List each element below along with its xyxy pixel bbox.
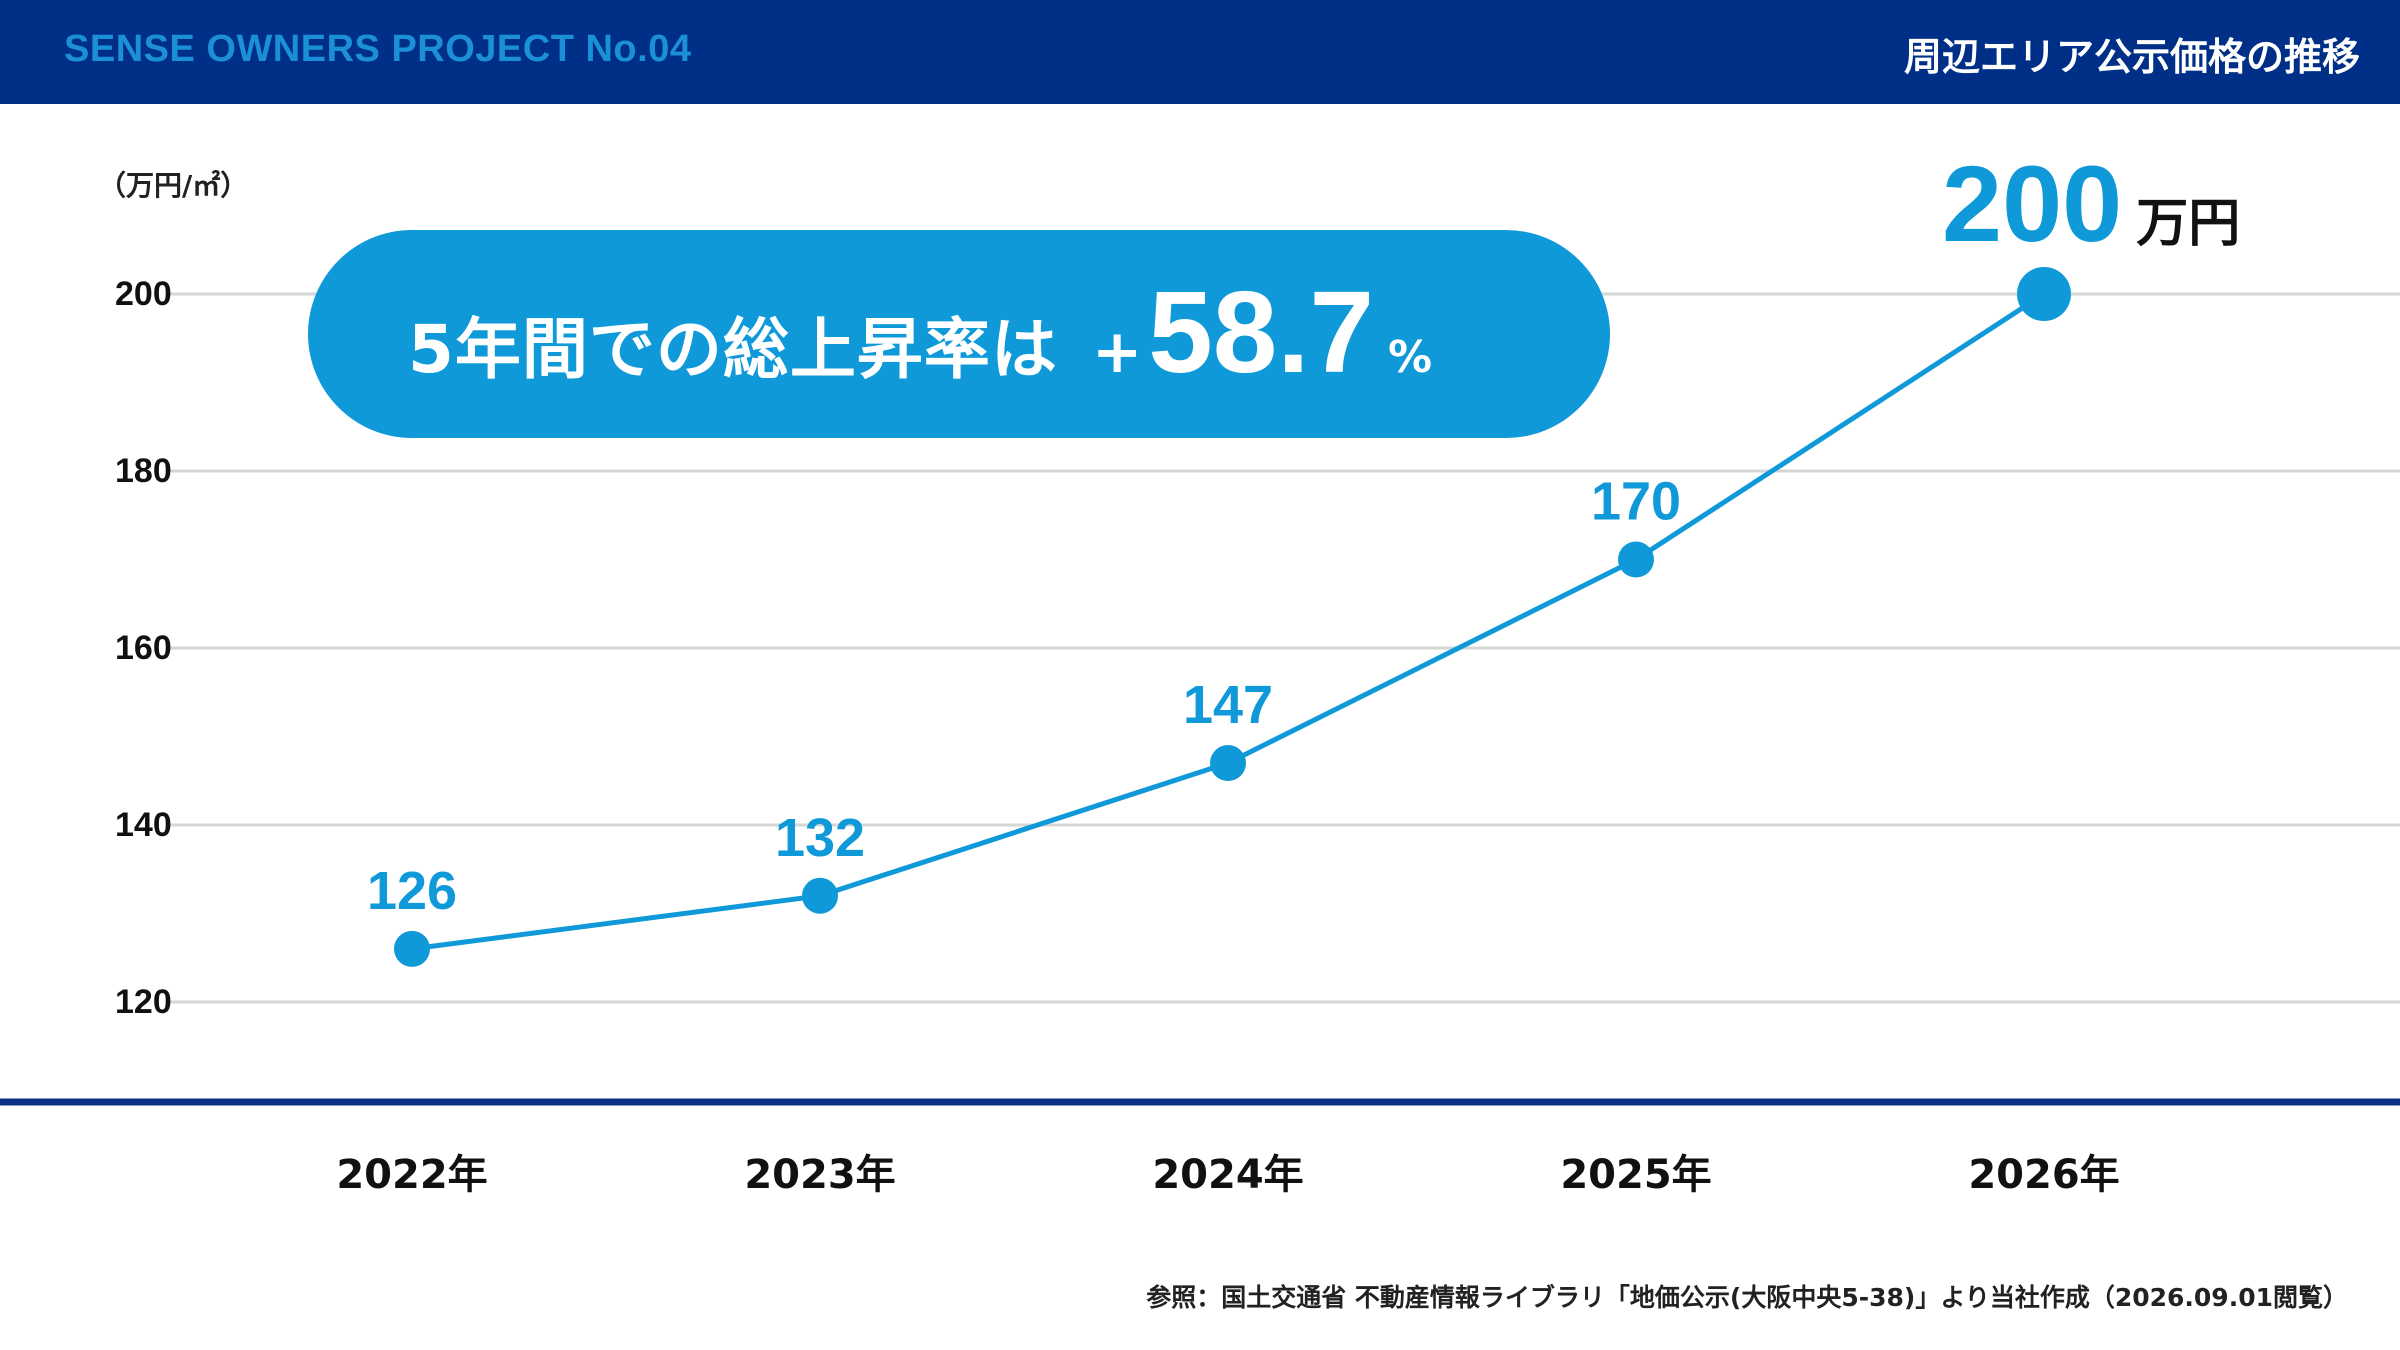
y-tick-label: 180 (115, 452, 172, 490)
x-tick-label: 2022年 (336, 1152, 487, 1198)
y-tick-label: 160 (115, 629, 172, 667)
data-label: 132 (775, 808, 865, 868)
data-point (802, 877, 838, 914)
data-labels: 126 132 147 170 (367, 472, 1681, 921)
y-axis-unit-label: （万円/㎡） (98, 169, 249, 202)
header-bar: SENSE OWNERS PROJECT No.04 周辺エリア公示価格の推移 (0, 0, 2400, 104)
highlight-value: 200 (1942, 143, 2123, 264)
project-label: SENSE OWNERS PROJECT No.04 (64, 28, 692, 70)
latest-value-highlight: 200 万円 (1942, 150, 2240, 258)
data-label: 170 (1591, 472, 1681, 532)
x-tick-label: 2023年 (744, 1152, 895, 1198)
y-tick-label: 120 (115, 983, 172, 1021)
x-tick-labels: 2022年 2023年 2024年 2025年 2026年 (336, 1152, 2119, 1198)
page-title: 周辺エリア公示価格の推移 (1903, 35, 2360, 79)
y-tick-label: 140 (115, 806, 172, 844)
data-points (394, 267, 2071, 967)
source-note: 参照：国土交通省 不動産情報ライブラリ「地価公示(大阪中央5-38)」より当社作… (1146, 1283, 2348, 1312)
data-point (394, 930, 430, 967)
data-point (1618, 541, 1654, 578)
callout-sign: + (1091, 317, 1143, 387)
data-point (2017, 267, 2071, 321)
data-label: 147 (1183, 675, 1273, 735)
callout-value: 58.7 (1148, 267, 1374, 397)
highlight-unit: 万円 (2136, 194, 2241, 254)
x-tick-label: 2025年 (1560, 1152, 1711, 1198)
growth-rate-callout: 5年間での総上昇率は + 58.7 % (308, 230, 1610, 438)
callout-unit: % (1388, 332, 1433, 383)
y-tick-labels: 120 140 160 180 200 (115, 275, 172, 1021)
x-tick-label: 2024年 (1152, 1152, 1303, 1198)
x-tick-label: 2026年 (1968, 1152, 2119, 1198)
data-point (1210, 745, 1246, 782)
callout-label: 5年間での総上昇率は (408, 311, 1058, 388)
y-tick-label: 200 (115, 275, 172, 313)
data-label: 126 (367, 861, 457, 921)
